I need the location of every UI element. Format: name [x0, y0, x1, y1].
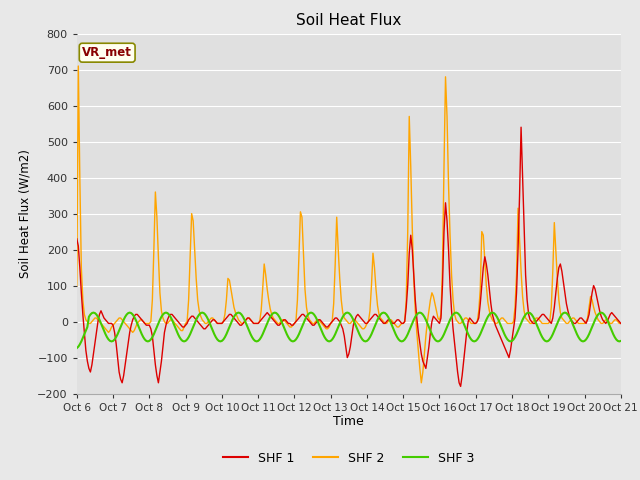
SHF 1 — [413, 315, 420, 321]
SHF 1 — [174, 319, 182, 324]
SHF 2 — [384, 319, 392, 324]
SHF 1 — [401, 319, 408, 324]
SHF 1 — [554, 276, 561, 281]
SHF 3 — [415, 310, 422, 316]
SHF 1 — [88, 362, 96, 368]
SHF 1 — [457, 384, 465, 389]
SHF 2 — [415, 348, 422, 353]
SHF 3 — [176, 334, 184, 340]
SHF 3 — [90, 310, 97, 315]
SHF 3 — [403, 334, 410, 340]
SHF 3 — [73, 345, 81, 351]
SHF 1 — [617, 321, 625, 326]
SHF 2 — [617, 321, 625, 326]
Line: SHF 2: SHF 2 — [77, 66, 621, 383]
Legend: SHF 1, SHF 2, SHF 3: SHF 1, SHF 2, SHF 3 — [218, 447, 479, 469]
SHF 2 — [90, 317, 97, 323]
Line: SHF 3: SHF 3 — [77, 312, 621, 348]
SHF 3 — [617, 338, 625, 344]
X-axis label: Time: Time — [333, 415, 364, 429]
SHF 3 — [552, 324, 559, 330]
Y-axis label: Soil Heat Flux (W/m2): Soil Heat Flux (W/m2) — [19, 149, 32, 278]
SHF 1 — [517, 124, 525, 130]
SHF 2 — [403, 297, 410, 303]
SHF 2 — [74, 63, 82, 69]
SHF 2 — [417, 380, 425, 385]
SHF 2 — [73, 283, 81, 288]
SHF 1 — [383, 319, 390, 324]
Line: SHF 1: SHF 1 — [77, 127, 621, 386]
SHF 2 — [554, 276, 561, 281]
SHF 1 — [73, 236, 81, 241]
SHF 3 — [384, 314, 392, 320]
SHF 3 — [88, 310, 96, 316]
Title: Soil Heat Flux: Soil Heat Flux — [296, 13, 401, 28]
SHF 2 — [176, 326, 184, 332]
Text: VR_met: VR_met — [82, 46, 132, 59]
